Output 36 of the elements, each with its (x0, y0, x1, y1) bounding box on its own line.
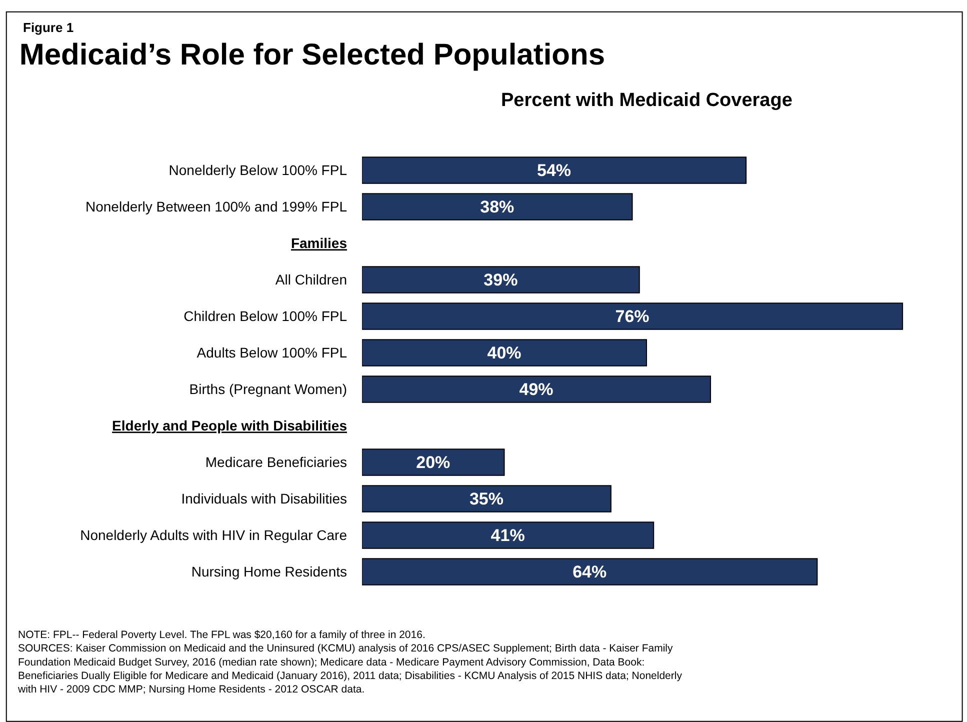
y-tick-label: All Children (275, 272, 347, 288)
data-label: 64% (572, 562, 607, 582)
y-tick-label: Medicare Beneficiaries (205, 454, 347, 470)
data-label: 35% (469, 489, 504, 508)
bar (362, 266, 640, 294)
caption: Figure 1 (23, 20, 74, 35)
chart-subtitle: Percent with Medicaid Coverage (501, 90, 792, 111)
data-label: 39% (484, 270, 518, 290)
bar (362, 302, 904, 330)
y-tick-label: Nonelderly Between 100% and 199% FPL (85, 198, 348, 215)
y-tick-label: Adults Below 100% FPL (196, 344, 348, 361)
y-tick-label: Nursing Home Residents (191, 564, 347, 580)
y-tick-label: Births (Pregnant Women) (189, 381, 347, 398)
y-tick-label: Individuals with Disabilities (181, 490, 347, 507)
data-label: 54% (537, 160, 572, 180)
bar (362, 339, 647, 366)
y-tick-label: Nonelderly Below 100% FPL (168, 162, 348, 178)
data-label: 38% (480, 197, 514, 216)
y-tick-label: Nonelderly Adults with HIV in Regular Care (80, 527, 348, 544)
data-label: 20% (416, 452, 450, 472)
data-label: 76% (615, 306, 650, 326)
y-tick-label: Children Below 100% FPL (184, 308, 348, 324)
bar (362, 558, 818, 586)
text: NOTE: FPL-- Federal Poverty Level. The FPL was $20,160 for a family of three in 2016. SOURCES: Kaiser Commission on Medicaid and the Uninsured (KCMU) analysis of 2016 CPS/ASEC Supplement; Birth data - Kaiser Family Foundation Medicaid Budget Survey, 2016 (median rate shown); Medicare data - Medicare Payment Advisory Commission, Data Book: Beneficiaries Dually Eligible for Medicare and Medicaid (January 2016), 2011 data; Disabilities - KCMU Analysis of 2015 NHIS data; Nonelderly with HIV - 2009 CDC MMP; Nursing Home Residents - 2012 OSCAR data. (17, 629, 683, 696)
bar (362, 156, 747, 184)
chart-title: Medicaid’s Role for Selected Populations (19, 38, 606, 72)
bar (362, 376, 712, 403)
data-label: 40% (487, 343, 522, 362)
bar (362, 448, 505, 476)
data-label: 49% (519, 380, 554, 399)
data-label: 41% (490, 526, 525, 545)
y-tick-label: Elderly and People with Disabilities (112, 418, 348, 434)
y-tick-label: Families (290, 235, 348, 252)
bar (362, 522, 654, 549)
bar (362, 193, 633, 220)
bar (362, 485, 612, 512)
